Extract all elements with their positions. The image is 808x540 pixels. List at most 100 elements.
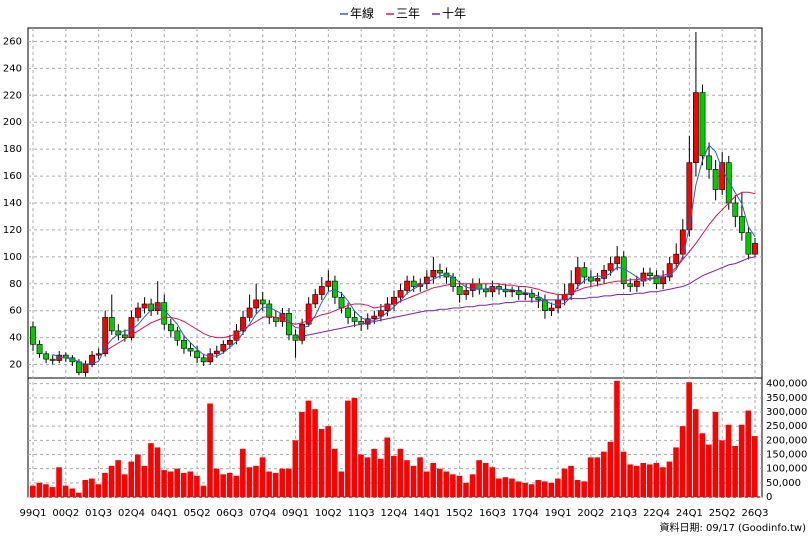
volume-bar: [194, 475, 200, 497]
volume-bar: [148, 443, 154, 497]
volume-bar: [712, 412, 719, 497]
candle-body: [482, 288, 489, 293]
x-tick-label: 17Q4: [512, 508, 539, 519]
candle-body: [725, 162, 732, 204]
candle-body: [312, 294, 319, 305]
volume-bar: [102, 472, 108, 497]
volume-bar: [207, 403, 213, 497]
candle-body: [377, 310, 384, 317]
candle-body: [121, 334, 128, 338]
candle-body: [469, 283, 476, 291]
y-tick-label: 180: [3, 144, 22, 155]
candle-body: [568, 283, 575, 295]
volume-bar: [456, 475, 463, 497]
volume-bar: [128, 461, 135, 497]
volume-tick-label: 400,000: [766, 379, 807, 390]
candle-body: [719, 162, 726, 190]
candle-body: [404, 280, 411, 291]
candle-body: [371, 315, 378, 320]
volume-bar: [95, 484, 102, 497]
candle-body: [174, 330, 181, 341]
y-tick-label: 220: [3, 90, 22, 101]
volume-bar: [496, 478, 502, 497]
volume-bar: [646, 464, 653, 497]
candle-body: [351, 317, 358, 322]
volume-bar: [89, 478, 95, 497]
volume-bar: [358, 454, 364, 497]
x-tick-label: 02Q4: [118, 508, 145, 519]
volume-bar: [200, 485, 207, 497]
volume-bar: [725, 424, 732, 497]
volume-bar: [364, 457, 371, 497]
volume-bar: [463, 482, 469, 497]
candle-body: [167, 323, 174, 332]
x-tick-label: 20Q2: [577, 508, 604, 519]
volume-bar: [502, 477, 509, 497]
candle-body: [745, 232, 752, 255]
y-tick-label: 160: [3, 171, 22, 182]
volume-bar: [318, 429, 325, 497]
volume-bar: [30, 485, 36, 497]
candle-body: [253, 299, 260, 309]
volume-bar: [82, 480, 89, 497]
x-tick-label: 26Q3: [742, 508, 769, 519]
volume-bar: [397, 448, 404, 497]
candle-body: [161, 302, 168, 325]
y-tick-label: 80: [9, 279, 22, 290]
volume-bar: [640, 463, 647, 497]
volume-bar: [653, 463, 660, 497]
volume-bar: [752, 436, 758, 497]
volume-bar: [436, 468, 443, 497]
volume-bar: [121, 474, 128, 497]
x-tick-label: 12Q4: [381, 508, 408, 519]
candle-body: [430, 270, 437, 278]
candle-body: [673, 253, 680, 264]
volume-tick-label: 350,000: [766, 393, 807, 404]
candle-body: [509, 290, 516, 293]
volume-bar: [522, 482, 528, 497]
candle-body: [437, 270, 443, 274]
volume-bar: [561, 468, 568, 497]
candle-body: [338, 296, 345, 309]
volume-bar: [154, 447, 161, 497]
candle-body: [384, 303, 391, 311]
volume-bar: [266, 471, 272, 497]
volume-bar: [614, 380, 620, 497]
candle-body: [266, 303, 273, 318]
volume-bar: [443, 471, 450, 497]
volume-bar: [489, 467, 496, 497]
volume-bar: [430, 463, 436, 497]
candle-body: [607, 263, 614, 271]
candle-body: [647, 272, 653, 276]
candle-body: [286, 313, 292, 336]
candle-body: [594, 278, 601, 282]
volume-bar: [594, 457, 601, 497]
volume-bar: [706, 444, 712, 497]
candle-body: [732, 202, 739, 217]
volume-bar: [180, 472, 187, 497]
volume-bar: [391, 455, 397, 497]
candle-body: [213, 350, 220, 355]
candle-body: [76, 361, 82, 373]
volume-bar: [587, 457, 594, 497]
volume-bar: [601, 451, 607, 497]
volume-bar: [719, 440, 725, 497]
volume-bar: [417, 457, 423, 497]
candle-body: [227, 340, 233, 345]
candle-body: [95, 353, 102, 356]
candle-body: [207, 353, 214, 363]
candle-body: [305, 303, 312, 325]
candle-body: [318, 286, 325, 295]
volume-bar: [62, 485, 69, 497]
candle-body: [89, 354, 95, 365]
volume-bar: [187, 471, 194, 497]
volume-bar: [56, 467, 62, 497]
x-tick-label: 25Q2: [709, 508, 736, 519]
candle-body: [30, 326, 36, 345]
x-tick-label: 06Q3: [216, 508, 243, 519]
volume-bar: [174, 468, 180, 497]
x-tick-label: 14Q1: [413, 508, 440, 519]
y-tick-label: 120: [3, 225, 22, 236]
x-tick-label: 15Q2: [446, 508, 473, 519]
